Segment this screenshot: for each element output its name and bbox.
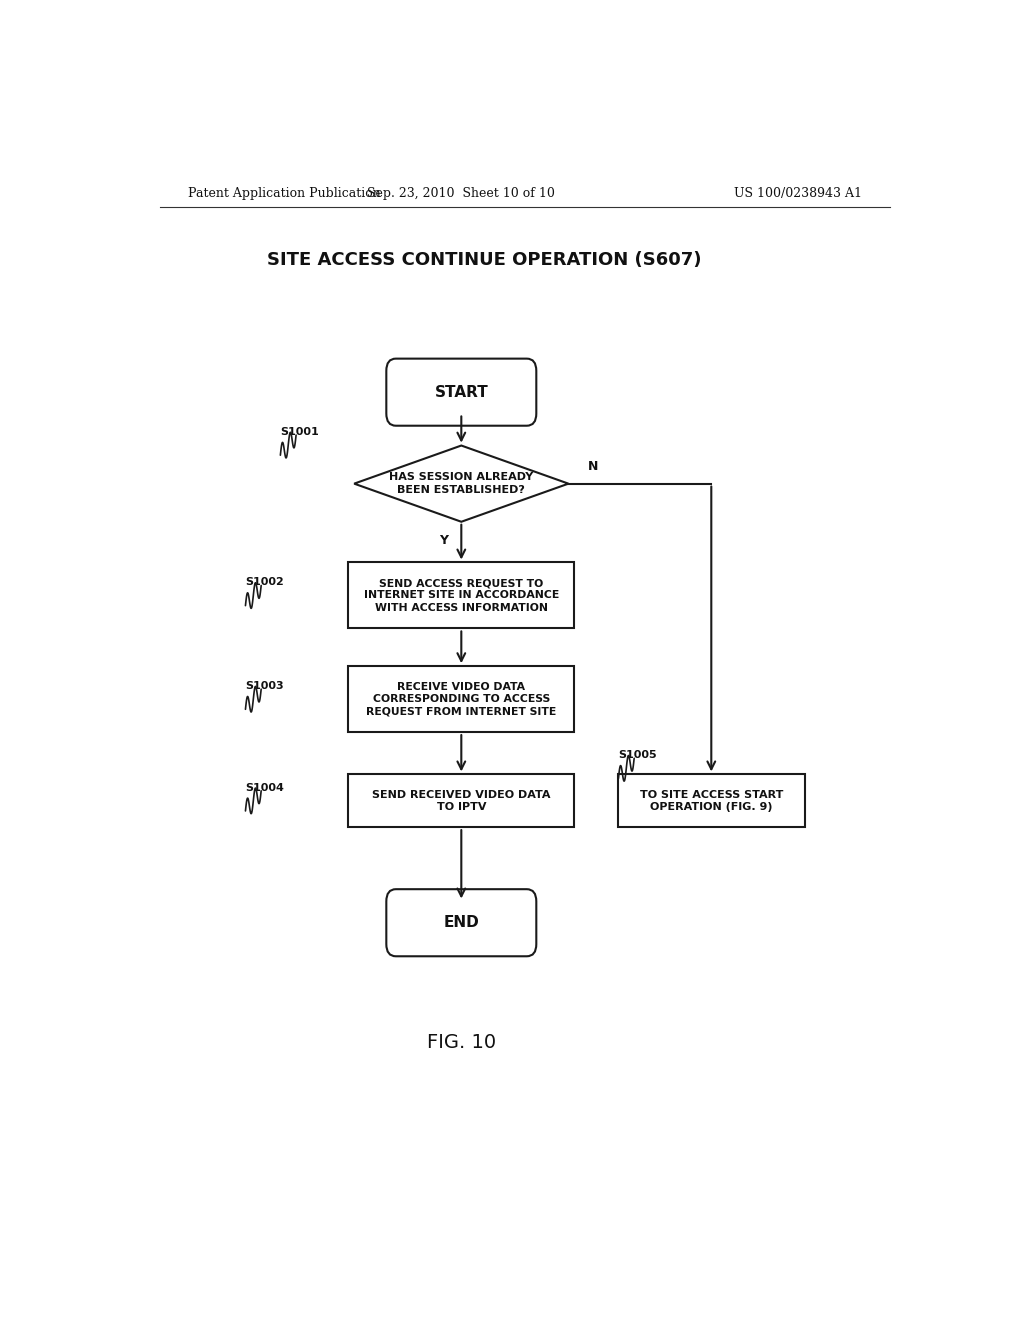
Text: Y: Y — [439, 535, 449, 546]
Text: SEND ACCESS REQUEST TO
INTERNET SITE IN ACCORDANCE
WITH ACCESS INFORMATION: SEND ACCESS REQUEST TO INTERNET SITE IN … — [364, 578, 559, 612]
Text: S1001: S1001 — [281, 426, 319, 437]
Text: S1005: S1005 — [618, 750, 657, 760]
Text: S1002: S1002 — [246, 577, 285, 587]
Text: END: END — [443, 915, 479, 931]
Text: S1003: S1003 — [246, 681, 284, 690]
Text: Patent Application Publication: Patent Application Publication — [187, 187, 380, 201]
FancyBboxPatch shape — [618, 775, 805, 828]
Text: SEND RECEIVED VIDEO DATA
TO IPTV: SEND RECEIVED VIDEO DATA TO IPTV — [372, 789, 551, 812]
FancyBboxPatch shape — [348, 562, 574, 628]
Polygon shape — [354, 446, 568, 521]
Text: SITE ACCESS CONTINUE OPERATION (S607): SITE ACCESS CONTINUE OPERATION (S607) — [267, 251, 701, 269]
Text: Sep. 23, 2010  Sheet 10 of 10: Sep. 23, 2010 Sheet 10 of 10 — [368, 187, 555, 201]
FancyBboxPatch shape — [386, 359, 537, 426]
FancyBboxPatch shape — [348, 667, 574, 733]
Text: TO SITE ACCESS START
OPERATION (FIG. 9): TO SITE ACCESS START OPERATION (FIG. 9) — [640, 789, 783, 812]
Text: START: START — [434, 384, 488, 400]
Text: N: N — [588, 461, 599, 474]
Text: US 100/0238943 A1: US 100/0238943 A1 — [734, 187, 862, 201]
Text: FIG. 10: FIG. 10 — [427, 1034, 496, 1052]
Text: S1004: S1004 — [246, 783, 285, 792]
FancyBboxPatch shape — [386, 890, 537, 956]
Text: HAS SESSION ALREADY
BEEN ESTABLISHED?: HAS SESSION ALREADY BEEN ESTABLISHED? — [389, 473, 534, 495]
Text: RECEIVE VIDEO DATA
CORRESPONDING TO ACCESS
REQUEST FROM INTERNET SITE: RECEIVE VIDEO DATA CORRESPONDING TO ACCE… — [367, 681, 556, 717]
FancyBboxPatch shape — [348, 775, 574, 828]
